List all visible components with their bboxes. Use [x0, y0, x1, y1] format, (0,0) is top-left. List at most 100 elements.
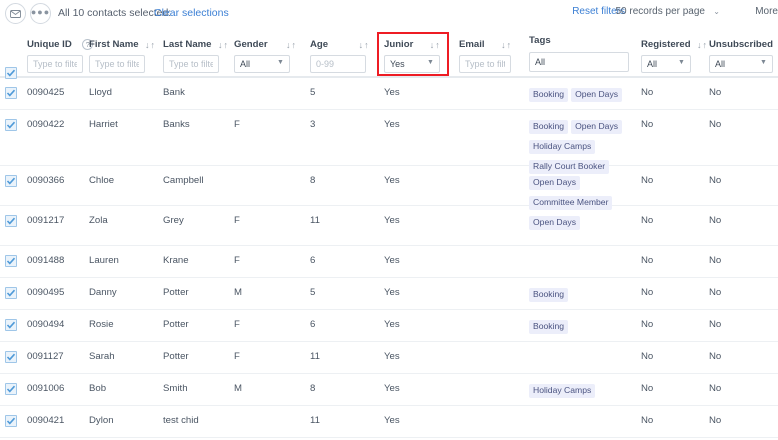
cell-registered: No	[641, 119, 654, 130]
cell-tags: Holiday Camps	[529, 380, 641, 400]
sort-toggle-icon[interactable]: ↓↑	[217, 39, 229, 50]
cell-registered: No	[641, 87, 654, 98]
sort-toggle-icon[interactable]: ↓↑	[697, 39, 709, 50]
table-row[interactable]: 0090425 Lloyd Bank 5 Yes No No Booking Open Days	[0, 78, 778, 110]
table-row[interactable]: 0090366 Chloe Campbell 8 Yes No No Open Days Com…	[0, 166, 778, 210]
filter-email[interactable]	[459, 55, 511, 73]
records-per-page-selector[interactable]: 50 records per page	[615, 6, 705, 17]
sort-toggle-icon[interactable]: ↓↑	[429, 39, 441, 50]
row-select-checkbox[interactable]	[5, 175, 17, 187]
sort-toggle-icon[interactable]: ↓↑	[145, 39, 157, 50]
tag-pill[interactable]: Booking	[529, 120, 569, 134]
tag-pill[interactable]: Holiday Camps	[529, 384, 596, 398]
row-select-checkbox[interactable]	[5, 319, 17, 331]
more-menu-button[interactable]: More	[755, 6, 778, 17]
table-row[interactable]: 0091217 Zola Grey F 11 Yes No No Open Days	[0, 206, 778, 246]
cell-unsubscribed: No	[709, 215, 722, 226]
table-row[interactable]: 0090494 Rosie Potter F 6 Yes No No Booking	[0, 310, 778, 342]
tag-pill[interactable]: Open Days	[571, 120, 623, 134]
cell-tags: Booking	[529, 284, 641, 304]
cell-first-name: Dylon	[89, 415, 114, 426]
cell-registered: No	[641, 287, 654, 298]
cell-age: 8	[310, 383, 316, 394]
row-select-checkbox[interactable]	[5, 255, 17, 267]
cell-first-name: Lloyd	[89, 87, 112, 98]
cell-junior: Yes	[384, 415, 400, 426]
table-row[interactable]: 0090422 Harriet Banks F 3 Yes No No Booking Open …	[0, 110, 778, 174]
select-all-checkbox[interactable]	[5, 67, 17, 79]
table-row[interactable]: 0091488 Lauren Krane F 6 Yes No No	[0, 246, 778, 278]
filter-tags[interactable]	[529, 52, 629, 72]
row-select-checkbox[interactable]	[5, 215, 17, 227]
column-header-last-name: Last Name ↓↑	[163, 36, 229, 54]
filter-unique-id[interactable]	[27, 55, 83, 73]
row-select-checkbox[interactable]	[5, 383, 17, 395]
cell-age: 3	[310, 119, 316, 130]
table-row[interactable]: 0091006 Bob Smith M 8 Yes No No Holiday Camps	[0, 374, 778, 406]
row-select-checkbox[interactable]	[5, 415, 17, 427]
filter-registered[interactable]: All	[641, 55, 691, 73]
tag-pill[interactable]: Holiday Camps	[529, 140, 596, 154]
table-header: Unique ID ? First Name ↓↑ Last Name ↓↑ G…	[0, 30, 778, 79]
sort-toggle-icon[interactable]: ↓↑	[286, 39, 298, 50]
tag-pill[interactable]: Open Days	[529, 176, 580, 190]
cell-first-name: Zola	[89, 215, 108, 226]
cell-gender: M	[234, 383, 242, 394]
filter-unsubscribed[interactable]: All	[709, 55, 773, 73]
chevron-down-icon[interactable]: ⌄	[713, 7, 720, 16]
tag-pill[interactable]: Booking	[529, 288, 569, 302]
row-select-checkbox[interactable]	[5, 119, 17, 131]
cell-unique-id: 0091127	[27, 351, 64, 362]
filter-junior[interactable]: Yes	[384, 55, 440, 73]
cell-unsubscribed: No	[709, 383, 722, 394]
cell-age: 11	[310, 215, 320, 226]
cell-registered: No	[641, 351, 654, 362]
sort-toggle-icon[interactable]: ↓↑	[358, 39, 370, 50]
cell-tags: Booking	[529, 316, 641, 336]
column-header-first-name: First Name ↓↑	[89, 36, 156, 54]
cell-unique-id: 0090425	[27, 87, 65, 98]
column-label: Age	[310, 39, 329, 51]
filter-last-name[interactable]	[163, 55, 219, 73]
cell-junior: Yes	[384, 351, 400, 362]
row-select-checkbox[interactable]	[5, 351, 17, 363]
column-label: Gender	[234, 39, 268, 51]
tag-pill[interactable]: Open Days	[529, 216, 580, 230]
column-header-tags: Tags	[529, 32, 551, 50]
cell-tags: Booking Open Days Holiday Camps Rally Court…	[529, 116, 641, 176]
table-row[interactable]: 0090421 Dylon test chid 11 Yes No No	[0, 406, 778, 438]
column-label: Unsubscribed	[709, 39, 773, 51]
tag-pill[interactable]: Committee Member	[529, 196, 613, 210]
tag-pill[interactable]: Open Days	[571, 88, 623, 102]
filter-age[interactable]	[310, 55, 366, 73]
cell-first-name: Danny	[89, 287, 117, 298]
clear-selections-link[interactable]: Clear selections	[154, 7, 229, 19]
cell-age: 11	[310, 351, 320, 362]
column-label: Junior	[384, 39, 414, 51]
cell-tags: Booking Open Days	[529, 84, 641, 104]
column-header-unsubscribed: Unsubscribed ↓↑	[709, 36, 778, 54]
filter-first-name[interactable]	[89, 55, 145, 73]
tag-pill[interactable]: Booking	[529, 320, 569, 334]
column-label: Registered	[641, 39, 691, 51]
cell-last-name: Krane	[163, 255, 189, 266]
column-label: Tags	[529, 35, 551, 47]
sort-toggle-icon[interactable]: ↓↑	[501, 39, 513, 50]
table-row[interactable]: 0090495 Danny Potter M 5 Yes No No Booking	[0, 278, 778, 310]
tag-pill[interactable]: Booking	[529, 88, 569, 102]
tag-pill[interactable]: Rally Court Booker	[529, 160, 610, 174]
table-row[interactable]: 0091127 Sarah Potter F 11 Yes No No	[0, 342, 778, 374]
row-select-checkbox[interactable]	[5, 87, 17, 99]
cell-registered: No	[641, 175, 654, 186]
column-header-unique-id: Unique ID ?	[27, 36, 94, 54]
more-actions-button[interactable]: ●●●	[30, 3, 51, 24]
cell-last-name: Campbell	[163, 175, 204, 186]
table-body: 0090425 Lloyd Bank 5 Yes No No Booking Open Days…	[0, 78, 778, 438]
cell-last-name: Grey	[163, 215, 184, 226]
row-select-checkbox[interactable]	[5, 287, 17, 299]
help-icon[interactable]: ?	[82, 39, 94, 51]
cell-tags: Open Days	[529, 212, 641, 232]
reset-filters-link[interactable]: Reset filters	[572, 6, 625, 17]
filter-gender[interactable]: All	[234, 55, 290, 73]
email-action-button[interactable]	[5, 3, 26, 24]
